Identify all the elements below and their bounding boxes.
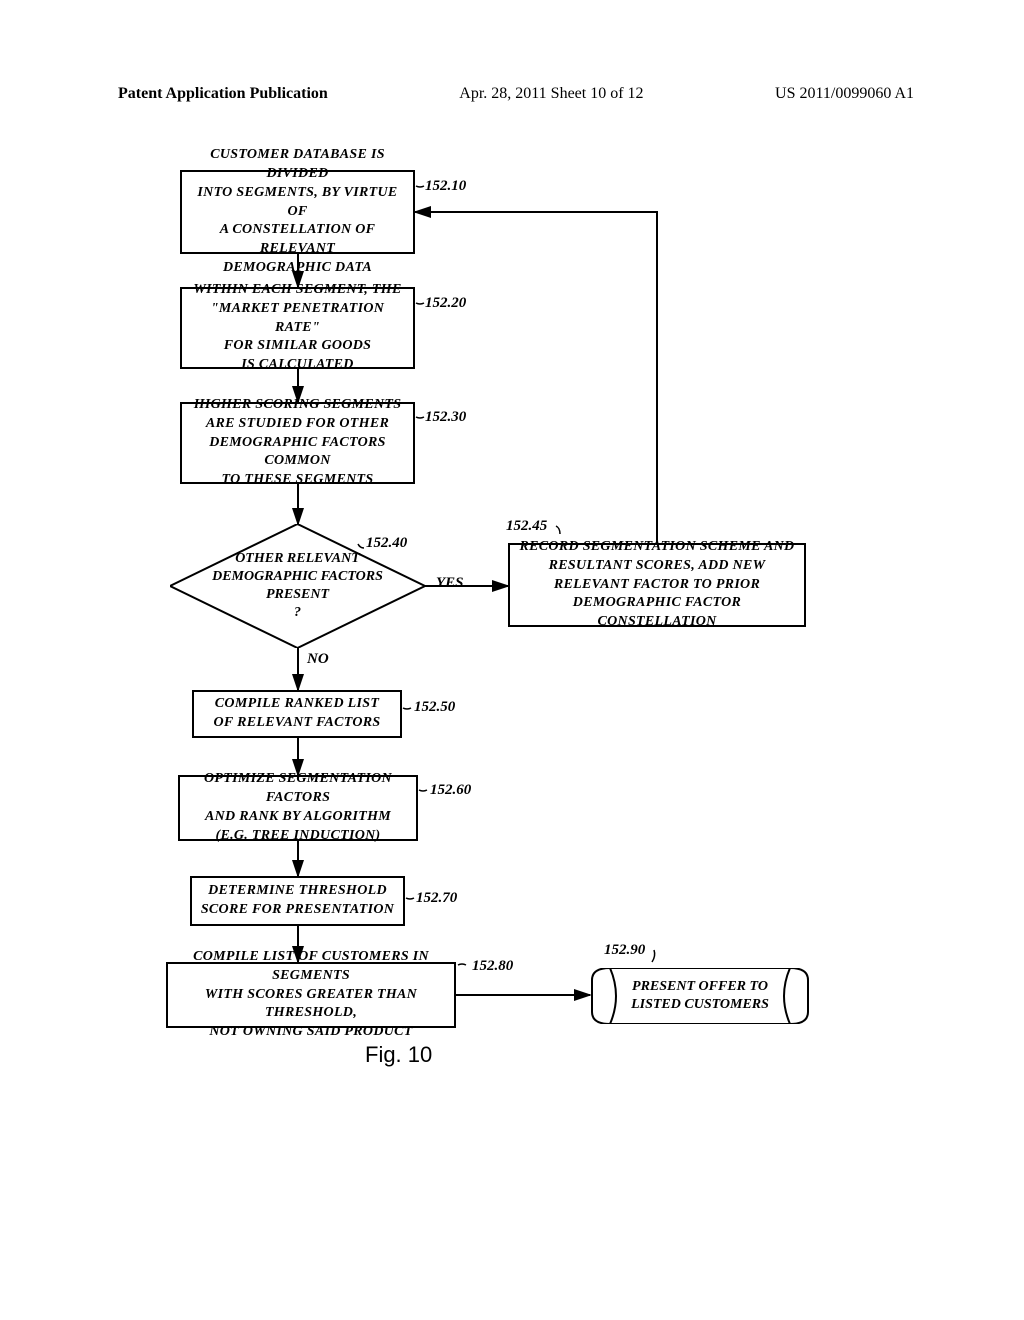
ref-label: 152.50 (414, 699, 455, 716)
header-left: Patent Application Publication (118, 85, 328, 103)
figure-caption: Fig. 10 (365, 1042, 432, 1068)
header-center: Apr. 28, 2011 Sheet 10 of 12 (459, 85, 643, 103)
process-text: OPTIMIZE SEGMENTATION FACTORSAND RANK BY… (188, 770, 408, 846)
process-text: RECORD SEGMENTATION SCHEME ANDRESULTANT … (518, 538, 796, 632)
terminator: PRESENT OFFER TOLISTED CUSTOMERS (590, 968, 810, 1024)
ref-label: 152.70 (416, 890, 457, 907)
ref-label: 152.10 (425, 178, 466, 195)
process-text: CUSTOMER DATABASE IS DIVIDEDINTO SEGMENT… (190, 146, 405, 278)
process-text: WITHIN EACH SEGMENT, THE"MARKET PENETRAT… (190, 281, 405, 375)
process-box-5: OPTIMIZE SEGMENTATION FACTORSAND RANK BY… (178, 775, 418, 841)
process-text: COMPILE LIST OF CUSTOMERS IN SEGMENTSWIT… (176, 948, 446, 1042)
process-box-2: WITHIN EACH SEGMENT, THE"MARKET PENETRAT… (180, 287, 415, 369)
process-box-3: HIGHER SCORING SEGMENTSARE STUDIED FOR O… (180, 402, 415, 484)
ref-label: 152.30 (425, 409, 466, 426)
process-box-6: DETERMINE THRESHOLDSCORE FOR PRESENTATIO… (190, 876, 405, 926)
header-right: US 2011/0099060 A1 (775, 85, 914, 103)
process-text: HIGHER SCORING SEGMENTSARE STUDIED FOR O… (190, 396, 405, 490)
ref-label: 152.40 (366, 535, 407, 552)
branch-no: NO (307, 651, 329, 668)
process-text: COMPILE RANKED LISTOF RELEVANT FACTORS (213, 695, 380, 733)
branch-yes: YES (436, 575, 464, 592)
process-box-1: CUSTOMER DATABASE IS DIVIDEDINTO SEGMENT… (180, 170, 415, 254)
process-box-4: COMPILE RANKED LISTOF RELEVANT FACTORS (192, 690, 402, 738)
page-header: Patent Application Publication Apr. 28, … (0, 85, 1024, 103)
ref-label: 152.20 (425, 295, 466, 312)
ref-label: 152.80 (472, 958, 513, 975)
flowchart-diagram: CUSTOMER DATABASE IS DIVIDEDINTO SEGMENT… (110, 150, 910, 1210)
terminator-text: PRESENT OFFER TOLISTED CUSTOMERS (590, 968, 810, 1024)
process-text: DETERMINE THRESHOLDSCORE FOR PRESENTATIO… (201, 882, 394, 920)
ref-label: 152.45 (506, 518, 547, 535)
process-box-record: RECORD SEGMENTATION SCHEME ANDRESULTANT … (508, 543, 806, 627)
ref-label: 152.60 (430, 782, 471, 799)
process-box-7: COMPILE LIST OF CUSTOMERS IN SEGMENTSWIT… (166, 962, 456, 1028)
ref-label: 152.90 (604, 942, 645, 959)
